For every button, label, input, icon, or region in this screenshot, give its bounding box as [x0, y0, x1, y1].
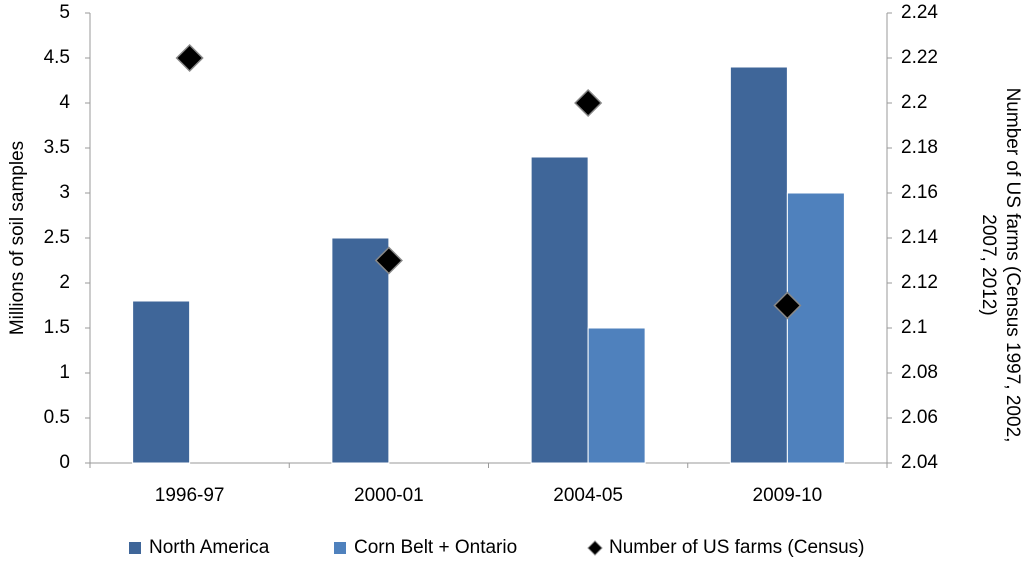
marker [574, 88, 603, 118]
y-axis-label: Millions of soil samples [7, 141, 28, 335]
bar [729, 66, 788, 464]
y-tick-label: 3 [59, 182, 70, 203]
bar [786, 192, 845, 464]
legend-swatch [129, 542, 141, 554]
y-tick-label: 4 [59, 92, 70, 113]
legend-swatch [587, 540, 603, 556]
bar [132, 300, 191, 464]
legend-label: Corn Belt + Ontario [354, 537, 517, 558]
y-tick-label: 1.5 [44, 317, 70, 338]
legend-label: Number of US farms (Census) [609, 537, 865, 558]
y2-tick-label: 2.18 [901, 137, 938, 158]
y-tick-label: 0 [59, 452, 70, 473]
y-tick-label: 5 [59, 2, 70, 23]
y2-tick-label: 2.24 [901, 2, 938, 23]
y2-tick-label: 2.1 [901, 317, 927, 338]
y2-tick-label: 2.04 [901, 452, 938, 473]
y-tick-label: 1 [59, 362, 70, 383]
marker [374, 246, 403, 275]
y2-tick-label: 2.12 [901, 272, 938, 293]
y-tick-label: 0.5 [44, 407, 70, 428]
bar [530, 156, 589, 464]
legend-label: North America [149, 537, 270, 558]
y-tick-label: 2.5 [44, 227, 70, 248]
x-tick-label: 1996-97 [155, 485, 225, 506]
y2-axis-label: Number of US farms (Census 1997, 2002, 2… [978, 87, 1023, 443]
y-tick-label: 2 [59, 272, 70, 293]
x-tick-label: 2004-05 [553, 485, 623, 506]
bar [587, 327, 646, 464]
x-tick-label: 2000-01 [354, 485, 424, 506]
y2-tick-label: 2.2 [901, 92, 927, 113]
x-tick-label: 2009-10 [753, 485, 823, 506]
marker [773, 291, 802, 320]
y-tick-label: 3.5 [44, 137, 70, 158]
y2-tick-label: 2.08 [901, 362, 938, 383]
bar [331, 237, 390, 464]
y2-tick-label: 2.16 [901, 182, 938, 203]
y-tick-label: 4.5 [44, 47, 70, 68]
marker [175, 43, 204, 73]
y2-tick-label: 2.22 [901, 47, 938, 68]
y2-tick-label: 2.14 [901, 227, 938, 248]
legend-swatch [334, 542, 346, 554]
y2-tick-label: 2.06 [901, 407, 938, 428]
